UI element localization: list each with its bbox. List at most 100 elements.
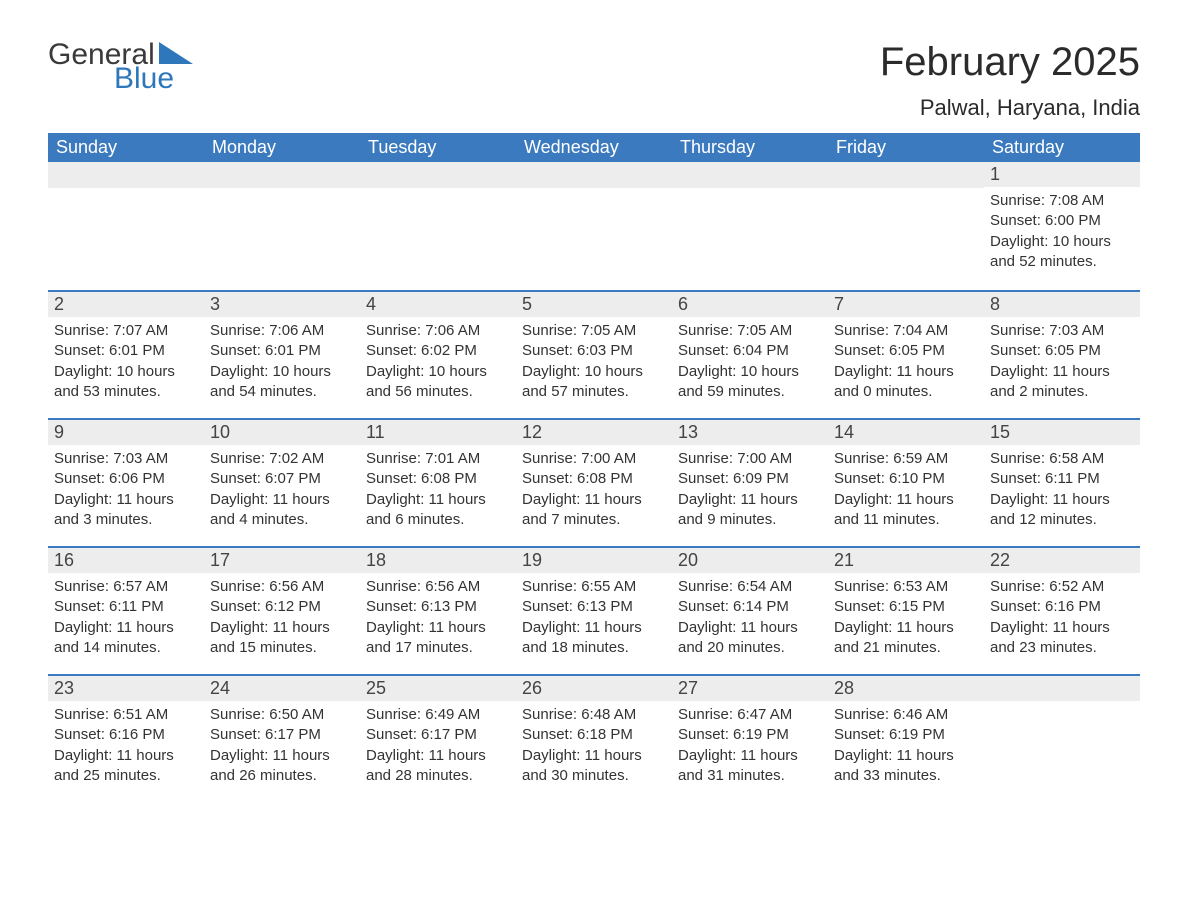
calendar-cell: 10Sunrise: 7:02 AMSunset: 6:07 PMDayligh…: [204, 418, 360, 546]
day-number-bar: 19: [516, 546, 672, 573]
calendar-cell: 2Sunrise: 7:07 AMSunset: 6:01 PMDaylight…: [48, 290, 204, 418]
day-details: Sunrise: 6:56 AMSunset: 6:13 PMDaylight:…: [360, 573, 516, 668]
day-details: Sunrise: 6:57 AMSunset: 6:11 PMDaylight:…: [48, 573, 204, 668]
calendar-cell: 26Sunrise: 6:48 AMSunset: 6:18 PMDayligh…: [516, 674, 672, 802]
empty-day-bar: [360, 162, 516, 188]
calendar-cell: [516, 162, 672, 290]
empty-day-bar: [204, 162, 360, 188]
day-number-bar: 13: [672, 418, 828, 445]
day-number-bar: 9: [48, 418, 204, 445]
day-details: Sunrise: 6:53 AMSunset: 6:15 PMDaylight:…: [828, 573, 984, 668]
calendar-row: 23Sunrise: 6:51 AMSunset: 6:16 PMDayligh…: [48, 674, 1140, 802]
calendar-cell: 20Sunrise: 6:54 AMSunset: 6:14 PMDayligh…: [672, 546, 828, 674]
calendar-cell: 13Sunrise: 7:00 AMSunset: 6:09 PMDayligh…: [672, 418, 828, 546]
day-details: Sunrise: 6:51 AMSunset: 6:16 PMDaylight:…: [48, 701, 204, 796]
calendar-cell: 12Sunrise: 7:00 AMSunset: 6:08 PMDayligh…: [516, 418, 672, 546]
day-number-bar: 25: [360, 674, 516, 701]
day-number-bar: 23: [48, 674, 204, 701]
weekday-header: Sunday: [48, 133, 204, 162]
calendar-row: 16Sunrise: 6:57 AMSunset: 6:11 PMDayligh…: [48, 546, 1140, 674]
day-number-bar: 11: [360, 418, 516, 445]
calendar-cell: 27Sunrise: 6:47 AMSunset: 6:19 PMDayligh…: [672, 674, 828, 802]
calendar-cell: 9Sunrise: 7:03 AMSunset: 6:06 PMDaylight…: [48, 418, 204, 546]
day-details: Sunrise: 7:07 AMSunset: 6:01 PMDaylight:…: [48, 317, 204, 412]
calendar-row: 1Sunrise: 7:08 AMSunset: 6:00 PMDaylight…: [48, 162, 1140, 290]
calendar-cell: [204, 162, 360, 290]
empty-day-bar: [516, 162, 672, 188]
weekday-header: Wednesday: [516, 133, 672, 162]
weekday-header: Monday: [204, 133, 360, 162]
weekday-header: Friday: [828, 133, 984, 162]
calendar-cell: 7Sunrise: 7:04 AMSunset: 6:05 PMDaylight…: [828, 290, 984, 418]
day-number-bar: 15: [984, 418, 1140, 445]
calendar-cell: 1Sunrise: 7:08 AMSunset: 6:00 PMDaylight…: [984, 162, 1140, 290]
day-number-bar: 5: [516, 290, 672, 317]
day-number-bar: 7: [828, 290, 984, 317]
empty-day-bar: [672, 162, 828, 188]
day-details: Sunrise: 6:56 AMSunset: 6:12 PMDaylight:…: [204, 573, 360, 668]
weekday-header: Tuesday: [360, 133, 516, 162]
weekday-header: Saturday: [984, 133, 1140, 162]
calendar-cell: 3Sunrise: 7:06 AMSunset: 6:01 PMDaylight…: [204, 290, 360, 418]
calendar-cell: 24Sunrise: 6:50 AMSunset: 6:17 PMDayligh…: [204, 674, 360, 802]
calendar-cell: 21Sunrise: 6:53 AMSunset: 6:15 PMDayligh…: [828, 546, 984, 674]
day-details: Sunrise: 7:03 AMSunset: 6:06 PMDaylight:…: [48, 445, 204, 540]
calendar-cell: 23Sunrise: 6:51 AMSunset: 6:16 PMDayligh…: [48, 674, 204, 802]
day-details: Sunrise: 7:04 AMSunset: 6:05 PMDaylight:…: [828, 317, 984, 412]
calendar-table: Sunday Monday Tuesday Wednesday Thursday…: [48, 133, 1140, 802]
day-details: Sunrise: 6:54 AMSunset: 6:14 PMDaylight:…: [672, 573, 828, 668]
day-number-bar: 27: [672, 674, 828, 701]
weekday-header-row: Sunday Monday Tuesday Wednesday Thursday…: [48, 133, 1140, 162]
day-number-bar: 28: [828, 674, 984, 701]
calendar-cell: 4Sunrise: 7:06 AMSunset: 6:02 PMDaylight…: [360, 290, 516, 418]
day-number-bar: 17: [204, 546, 360, 573]
day-details: Sunrise: 6:52 AMSunset: 6:16 PMDaylight:…: [984, 573, 1140, 668]
location-label: Palwal, Haryana, India: [880, 95, 1140, 121]
day-details: Sunrise: 6:59 AMSunset: 6:10 PMDaylight:…: [828, 445, 984, 540]
weekday-header: Thursday: [672, 133, 828, 162]
empty-day-bar: [984, 674, 1140, 701]
calendar-cell: 17Sunrise: 6:56 AMSunset: 6:12 PMDayligh…: [204, 546, 360, 674]
calendar-cell: [672, 162, 828, 290]
calendar-cell: [984, 674, 1140, 802]
day-number-bar: 26: [516, 674, 672, 701]
calendar-cell: 25Sunrise: 6:49 AMSunset: 6:17 PMDayligh…: [360, 674, 516, 802]
day-details: Sunrise: 7:03 AMSunset: 6:05 PMDaylight:…: [984, 317, 1140, 412]
calendar-cell: 18Sunrise: 6:56 AMSunset: 6:13 PMDayligh…: [360, 546, 516, 674]
day-details: Sunrise: 7:08 AMSunset: 6:00 PMDaylight:…: [984, 187, 1140, 282]
calendar-cell: 6Sunrise: 7:05 AMSunset: 6:04 PMDaylight…: [672, 290, 828, 418]
calendar-cell: 14Sunrise: 6:59 AMSunset: 6:10 PMDayligh…: [828, 418, 984, 546]
day-details: Sunrise: 6:58 AMSunset: 6:11 PMDaylight:…: [984, 445, 1140, 540]
calendar-cell: 22Sunrise: 6:52 AMSunset: 6:16 PMDayligh…: [984, 546, 1140, 674]
day-details: Sunrise: 6:48 AMSunset: 6:18 PMDaylight:…: [516, 701, 672, 796]
day-number-bar: 6: [672, 290, 828, 317]
day-details: Sunrise: 7:00 AMSunset: 6:09 PMDaylight:…: [672, 445, 828, 540]
day-details: Sunrise: 7:02 AMSunset: 6:07 PMDaylight:…: [204, 445, 360, 540]
day-number-bar: 2: [48, 290, 204, 317]
day-details: Sunrise: 7:00 AMSunset: 6:08 PMDaylight:…: [516, 445, 672, 540]
calendar-row: 9Sunrise: 7:03 AMSunset: 6:06 PMDaylight…: [48, 418, 1140, 546]
day-number-bar: 4: [360, 290, 516, 317]
day-details: Sunrise: 6:55 AMSunset: 6:13 PMDaylight:…: [516, 573, 672, 668]
day-number-bar: 16: [48, 546, 204, 573]
day-details: Sunrise: 6:49 AMSunset: 6:17 PMDaylight:…: [360, 701, 516, 796]
day-number-bar: 21: [828, 546, 984, 573]
calendar-cell: [360, 162, 516, 290]
calendar-cell: [48, 162, 204, 290]
page-title: February 2025: [880, 40, 1140, 85]
day-details: Sunrise: 6:47 AMSunset: 6:19 PMDaylight:…: [672, 701, 828, 796]
empty-day-bar: [828, 162, 984, 188]
empty-day-bar: [48, 162, 204, 188]
day-number-bar: 14: [828, 418, 984, 445]
calendar-cell: 5Sunrise: 7:05 AMSunset: 6:03 PMDaylight…: [516, 290, 672, 418]
calendar-cell: 16Sunrise: 6:57 AMSunset: 6:11 PMDayligh…: [48, 546, 204, 674]
day-details: Sunrise: 7:06 AMSunset: 6:02 PMDaylight:…: [360, 317, 516, 412]
day-number-bar: 24: [204, 674, 360, 701]
day-number-bar: 18: [360, 546, 516, 573]
day-number-bar: 20: [672, 546, 828, 573]
calendar-cell: 11Sunrise: 7:01 AMSunset: 6:08 PMDayligh…: [360, 418, 516, 546]
day-number-bar: 1: [984, 162, 1140, 187]
day-details: Sunrise: 7:05 AMSunset: 6:03 PMDaylight:…: [516, 317, 672, 412]
calendar-cell: 8Sunrise: 7:03 AMSunset: 6:05 PMDaylight…: [984, 290, 1140, 418]
day-number-bar: 10: [204, 418, 360, 445]
